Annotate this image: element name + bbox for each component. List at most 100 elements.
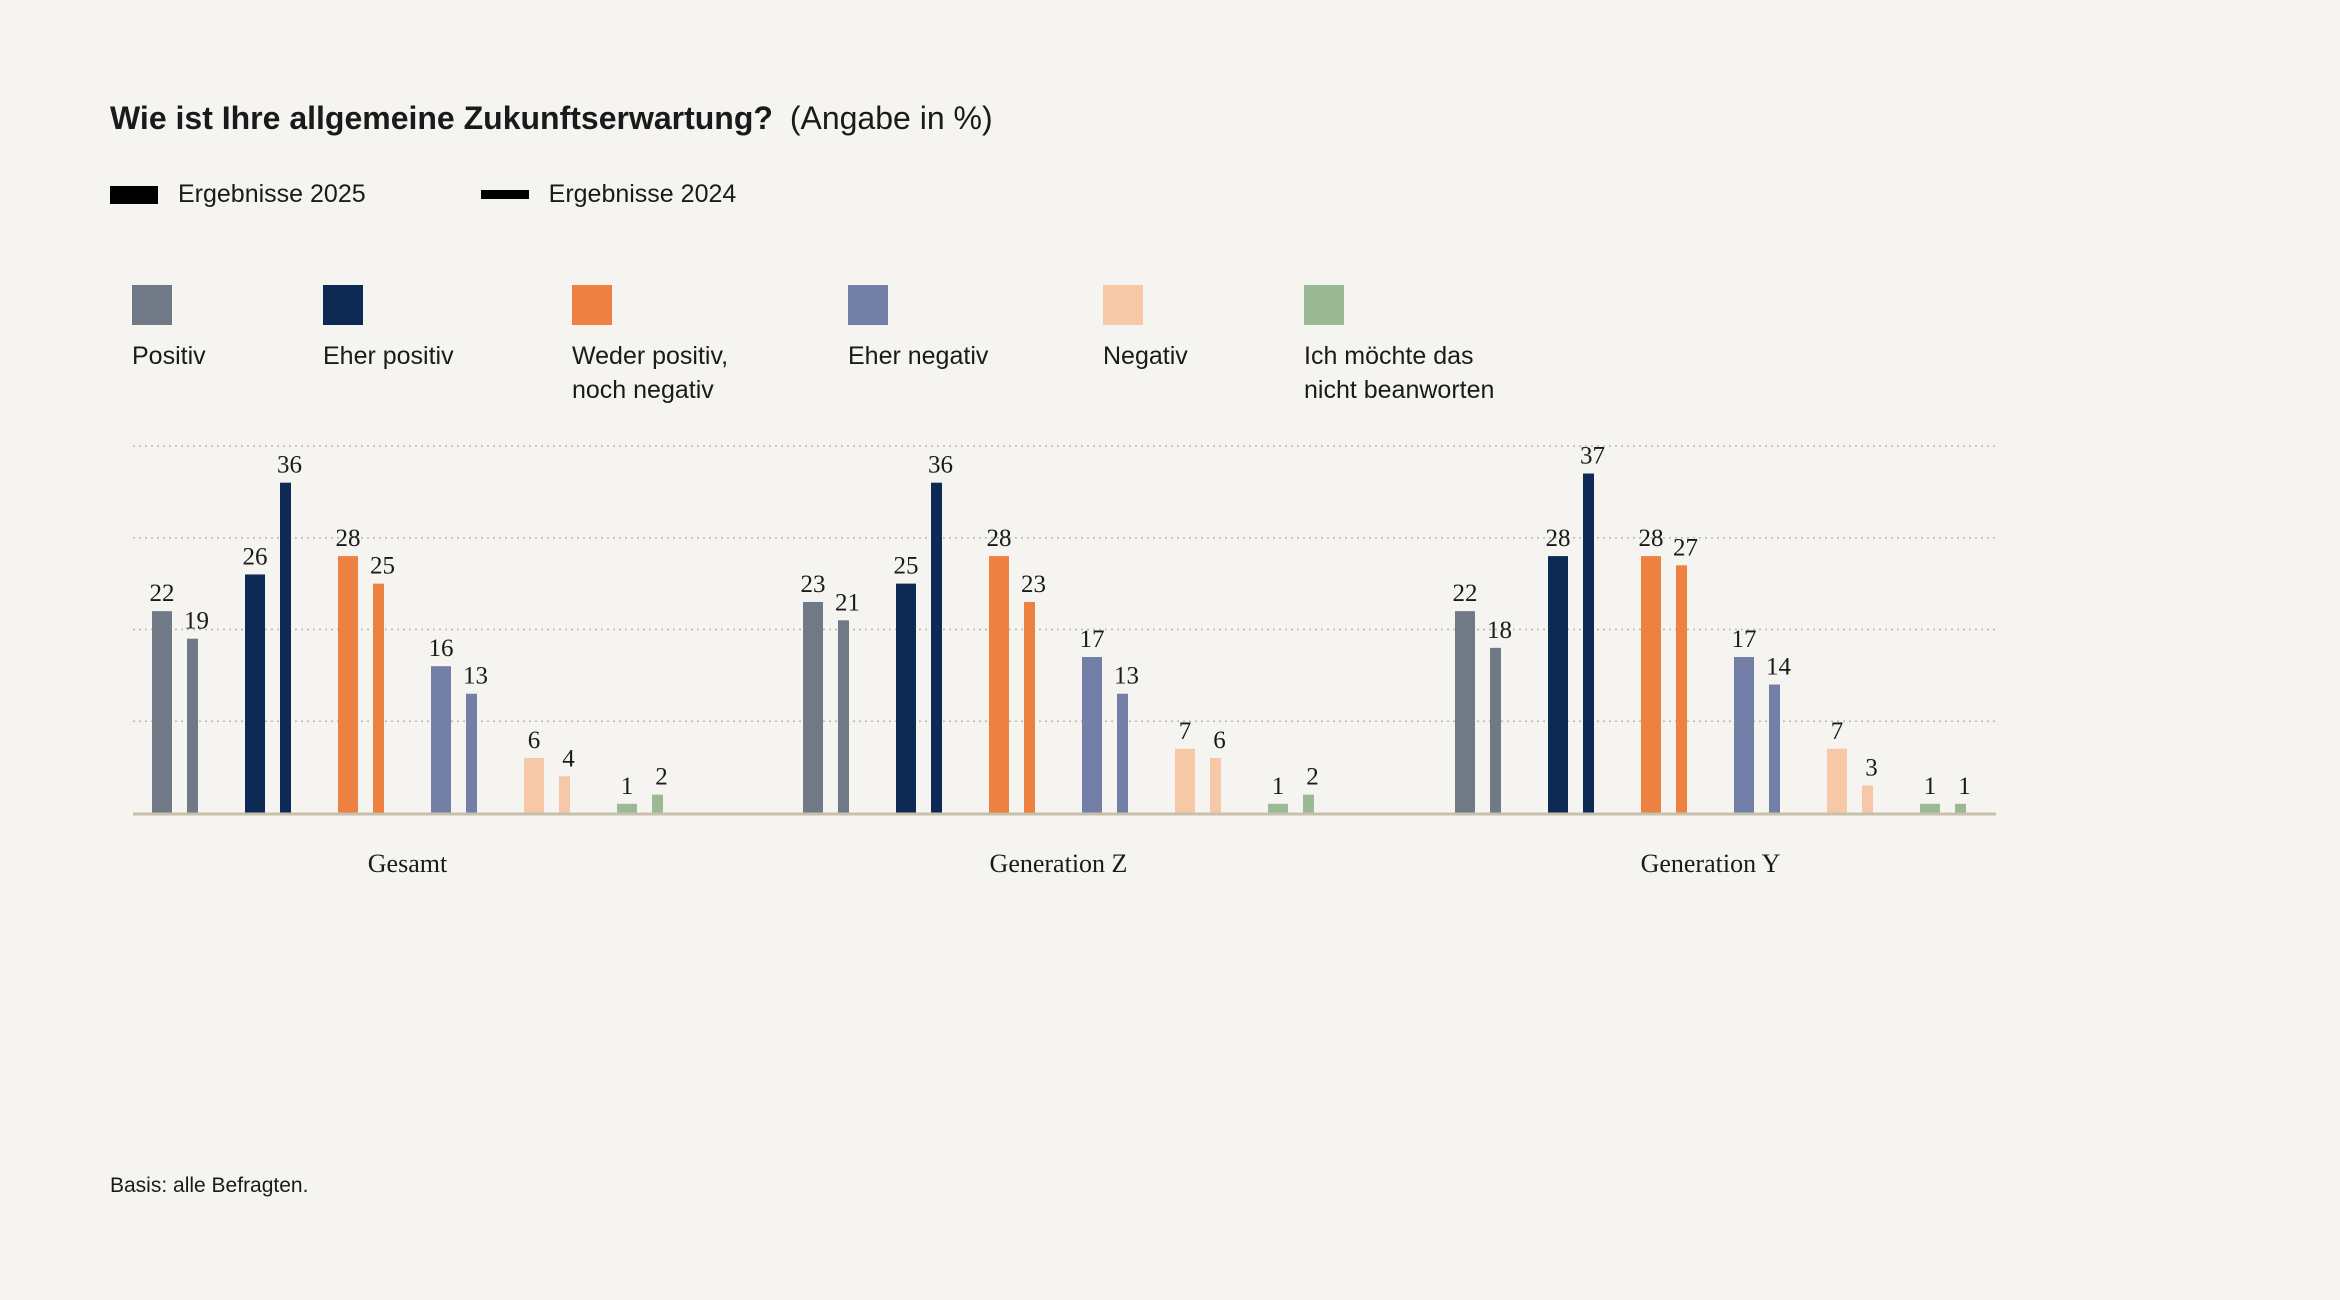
data-label-2024: 37 xyxy=(1580,443,1605,470)
year-legend: Ergebnisse 2025 Ergebnisse 2024 xyxy=(110,180,851,209)
bar-2024 xyxy=(1303,794,1314,813)
bar-2024 xyxy=(1955,803,1966,813)
group-label: Generation Y xyxy=(1641,849,1781,878)
legend-swatch-eher-negativ xyxy=(848,285,888,325)
data-label-2024: 3 xyxy=(1865,754,1878,781)
data-label-2025: 17 xyxy=(1732,626,1757,653)
bar-2025 xyxy=(617,803,637,813)
legend-item-eher-positiv: Eher positiv xyxy=(323,285,454,373)
legend-label-2024: Ergebnisse 2024 xyxy=(548,180,737,208)
bar-2025 xyxy=(245,574,265,813)
data-label-2024: 13 xyxy=(1114,663,1139,690)
legend-label-2025: Ergebnisse 2025 xyxy=(178,180,366,208)
data-label-2025: 26 xyxy=(243,543,268,570)
legend-item-2024: Ergebnisse 2024 xyxy=(480,180,737,209)
legend-label-negativ: Negativ xyxy=(1103,342,1188,370)
data-label-2025: 1 xyxy=(1272,773,1285,800)
bar-2025 xyxy=(431,666,451,813)
data-label-2024: 14 xyxy=(1766,654,1792,681)
data-label-2025: 17 xyxy=(1080,626,1105,653)
bar-2025 xyxy=(1082,657,1102,813)
data-label-2024: 23 xyxy=(1021,571,1046,598)
bar-2024 xyxy=(1024,601,1035,813)
legend-label-positiv: Positiv xyxy=(132,342,206,370)
legend-swatch-weder xyxy=(572,285,612,325)
bar-2025 xyxy=(1827,748,1847,813)
bar-2024 xyxy=(1769,684,1780,813)
data-label-2024: 6 xyxy=(1213,727,1226,754)
data-label-2025: 22 xyxy=(1453,580,1478,607)
bar-2025 xyxy=(152,611,172,813)
bar-2024 xyxy=(1862,785,1873,813)
footnote: Basis: alle Befragten. xyxy=(110,1174,309,1197)
bar-2024 xyxy=(187,638,198,813)
legend-swatch-2024 xyxy=(480,190,529,199)
legend-swatch-keine-antwort xyxy=(1304,285,1344,325)
category-legend: Positiv Eher positiv Weder positiv, noch… xyxy=(0,285,2340,405)
bar-2025 xyxy=(338,556,358,813)
bar-2025 xyxy=(1920,803,1940,813)
legend-swatch-positiv xyxy=(132,285,172,325)
data-label-2024: 1 xyxy=(1958,773,1971,800)
bar-2025 xyxy=(1734,657,1754,813)
data-label-2024: 4 xyxy=(562,745,575,772)
legend-item-eher-negativ: Eher negativ xyxy=(848,285,988,373)
data-label-2025: 16 xyxy=(429,635,454,662)
data-label-2025: 7 xyxy=(1831,718,1844,745)
data-label-2024: 18 xyxy=(1487,617,1512,644)
bar-2024 xyxy=(838,620,849,813)
legend-label-eher-negativ: Eher negativ xyxy=(848,342,989,370)
bar-2025 xyxy=(1641,556,1661,813)
bar-2024 xyxy=(1210,757,1221,813)
legend-label-eher-positiv: Eher positiv xyxy=(323,342,454,370)
legend-label-keine-antwort: Ich möchte das nicht beanworten xyxy=(1304,342,1495,404)
bar-2024 xyxy=(931,482,942,813)
chart-subtitle: (Angabe in %) xyxy=(789,100,993,136)
legend-item-keine-antwort: Ich möchte das nicht beanworten xyxy=(1304,285,1494,407)
data-label-2024: 2 xyxy=(655,764,668,791)
bar-2024 xyxy=(373,583,384,813)
legend-item-positiv: Positiv xyxy=(132,285,206,373)
data-label-2025: 25 xyxy=(894,553,919,580)
bar-2024 xyxy=(1490,647,1501,813)
chart-title: Wie ist Ihre allgemeine Zukunftserwartun… xyxy=(110,100,773,136)
bar-2025 xyxy=(896,583,916,813)
data-label-2024: 13 xyxy=(463,663,488,690)
bar-2024 xyxy=(559,776,570,813)
bar-2025 xyxy=(1268,803,1288,813)
group-label: Generation Z xyxy=(990,849,1128,878)
data-label-2025: 28 xyxy=(1546,525,1571,552)
legend-item-weder: Weder positiv, noch negativ xyxy=(572,285,728,407)
legend-swatch-negativ xyxy=(1103,285,1143,325)
data-label-2025: 28 xyxy=(987,525,1012,552)
bar-2024 xyxy=(1676,565,1687,813)
bar-2025 xyxy=(803,601,823,813)
data-label-2025: 6 xyxy=(528,727,541,754)
data-label-2025: 7 xyxy=(1179,718,1192,745)
group-label: Gesamt xyxy=(368,849,448,878)
data-label-2025: 1 xyxy=(621,773,634,800)
data-label-2025: 28 xyxy=(1639,525,1664,552)
data-label-2024: 21 xyxy=(835,589,860,616)
bar-2024 xyxy=(1117,693,1128,813)
data-label-2024: 36 xyxy=(277,452,302,479)
bar-2025 xyxy=(989,556,1009,813)
bar-2025 xyxy=(1455,611,1475,813)
data-label-2024: 25 xyxy=(370,553,395,580)
data-label-2025: 23 xyxy=(801,571,826,598)
legend-item-2025: Ergebnisse 2025 xyxy=(110,180,366,209)
data-label-2024: 19 xyxy=(184,608,209,635)
bar-2024 xyxy=(466,693,477,813)
bar-2024 xyxy=(280,482,291,813)
data-label-2024: 2 xyxy=(1306,764,1319,791)
legend-swatch-2025 xyxy=(110,185,158,204)
data-label-2024: 36 xyxy=(928,452,953,479)
data-label-2025: 22 xyxy=(150,580,175,607)
data-label-2024: 27 xyxy=(1673,534,1698,561)
bar-2024 xyxy=(652,794,663,813)
chart-title-row: Wie ist Ihre allgemeine Zukunftserwartun… xyxy=(110,100,993,137)
bar-2024 xyxy=(1583,473,1594,813)
legend-item-negativ: Negativ xyxy=(1103,285,1188,373)
legend-label-weder: Weder positiv, noch negativ xyxy=(572,342,729,404)
